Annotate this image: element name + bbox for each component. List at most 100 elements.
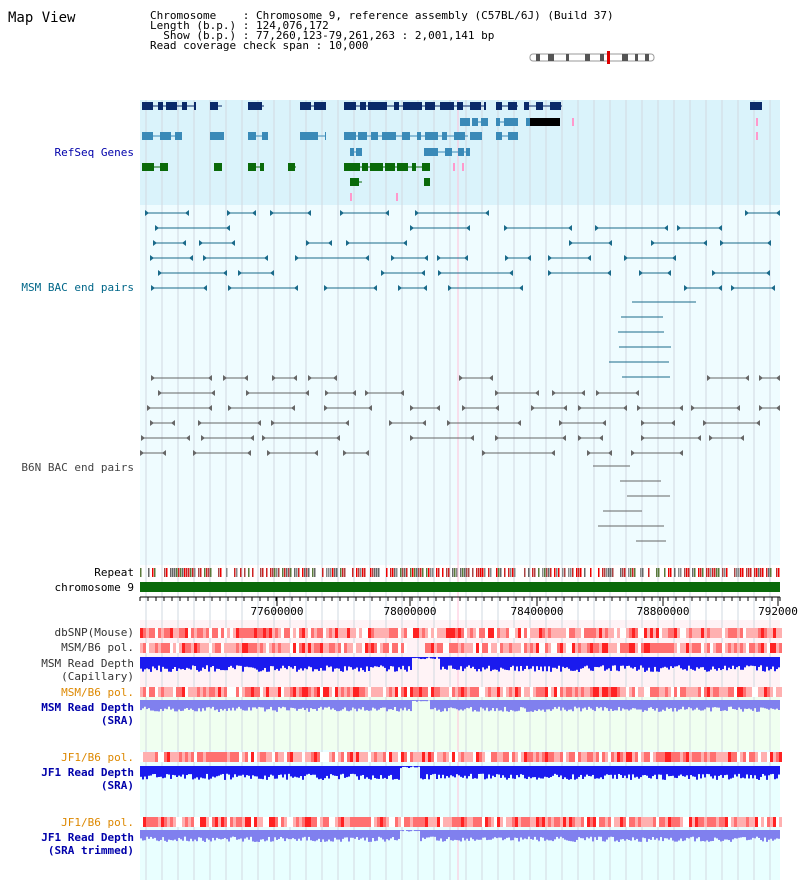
jf1-pol-heat [746, 752, 749, 762]
msm-cap-depth [354, 657, 356, 669]
b6n-bac-end [776, 405, 780, 411]
repeat-mark [298, 568, 300, 577]
dbsnp-heat [641, 628, 644, 638]
msm-sra-depth [704, 700, 706, 710]
jf1-trim-depth [350, 830, 352, 838]
jf1-trim-depth [544, 830, 546, 841]
jf1-pol-heat [320, 752, 323, 762]
refseq-exon [385, 163, 395, 171]
msm-cap-depth [636, 657, 638, 671]
msm-sra-depth [498, 700, 500, 711]
jf1-pol2-heat [776, 817, 779, 827]
jf1-pol2-heat [398, 817, 401, 827]
msm-sra-depth [330, 700, 332, 710]
repeat-mark [278, 568, 280, 577]
dbsnp-heat [668, 628, 671, 638]
jf1-pol2-heat [641, 817, 644, 827]
msm-sra-depth [760, 700, 762, 708]
jf1-pol2-heat [584, 817, 587, 827]
jf1-sra-depth [698, 766, 700, 775]
jf1-pol2-heat [371, 817, 374, 827]
jf1-trim-depth [576, 830, 578, 840]
refseq-exon [454, 132, 465, 140]
jf1-trim-depth [676, 830, 678, 842]
msm-sra-depth [558, 700, 560, 707]
msm-sra-depth [424, 700, 426, 702]
jf1-sra-depth [582, 766, 584, 779]
msm-sra-depth [706, 700, 708, 708]
jf1-sra-depth [396, 766, 398, 779]
msm-pol2-heat [362, 687, 365, 697]
msm-cap-depth [484, 657, 486, 670]
jf1-trim-depth [590, 830, 592, 837]
msm-sra-depth [548, 700, 550, 710]
msm-pol-heat [371, 643, 374, 653]
dbsnp-heat [707, 628, 710, 638]
b6n-bac-end [459, 375, 463, 381]
b6n-bac-end [250, 435, 254, 441]
msm-pol-heat [323, 643, 326, 653]
msm-cap-depth [382, 657, 384, 667]
jf1-pol-heat [611, 752, 614, 762]
label-msm-pol-1: MSM/B6 pol. [61, 641, 134, 654]
jf1-sra-depth [672, 766, 674, 776]
jf1-pol2-heat [767, 817, 770, 827]
jf1-pol2-heat [593, 817, 596, 827]
msm-pol2-heat [509, 687, 512, 697]
msm-pol2-heat [716, 687, 719, 697]
jf1-trim-depth [380, 830, 382, 838]
msm-sra-depth [296, 700, 298, 711]
jf1-pol2-heat [452, 817, 455, 827]
jf1-pol-heat [296, 752, 299, 762]
repeat-mark [564, 568, 566, 577]
b6n-bac-end [305, 390, 309, 396]
jf1-trim-depth [690, 830, 692, 838]
msm-sra-depth [562, 700, 564, 708]
jf1-pol2-heat [524, 817, 527, 827]
msm-cap-depth [544, 657, 546, 667]
refseq-exon [524, 102, 529, 110]
repeat-mark [172, 568, 174, 577]
msm-sra-depth [332, 700, 334, 709]
jf1-trim-depth [422, 830, 424, 838]
msm-sra-depth [212, 700, 214, 707]
msm-pol-heat [362, 643, 365, 653]
jf1-sra-depth [540, 766, 542, 779]
jf1-sra-depth [222, 766, 224, 775]
jf1-trim-depth [254, 830, 256, 842]
msm-sra-depth [546, 700, 548, 710]
msm-cap-depth [356, 657, 358, 668]
dbsnp-heat [272, 628, 275, 638]
jf1-sra-depth [512, 766, 514, 779]
msm-pol-heat [308, 643, 311, 653]
jf1-pol-heat [146, 752, 149, 762]
jf1-sra-depth [266, 766, 268, 780]
msm-cap-depth [554, 657, 556, 668]
jf1-pol-heat [149, 752, 152, 762]
b6n-bac-end [776, 375, 780, 381]
repeat-mark [294, 568, 296, 577]
jf1-pol-heat [524, 752, 527, 762]
jf1-trim-depth [608, 830, 610, 838]
jf1-pol2-heat [563, 817, 566, 827]
refseq-exon [210, 102, 218, 110]
dbsnp-heat [278, 628, 281, 638]
msm-pol-heat [743, 643, 746, 653]
msm-pol2-heat [617, 687, 620, 697]
dbsnp-heat [215, 628, 218, 638]
dbsnp-heat [638, 628, 641, 638]
jf1-trim-depth [162, 830, 164, 838]
jf1-sra-depth [282, 766, 284, 778]
dbsnp-heat [479, 628, 482, 638]
jf1-pol-heat [182, 752, 185, 762]
msm-pol2-heat [146, 687, 149, 697]
jf1-sra-depth [140, 766, 142, 777]
msm-cap-depth [210, 657, 212, 668]
jf1-sra-depth [156, 766, 158, 778]
dbsnp-heat [464, 628, 467, 638]
repeat-mark [544, 568, 546, 577]
jf1-pol2-heat [311, 817, 314, 827]
msm-pol2-heat [389, 687, 392, 697]
jf1-pol-heat [362, 752, 365, 762]
